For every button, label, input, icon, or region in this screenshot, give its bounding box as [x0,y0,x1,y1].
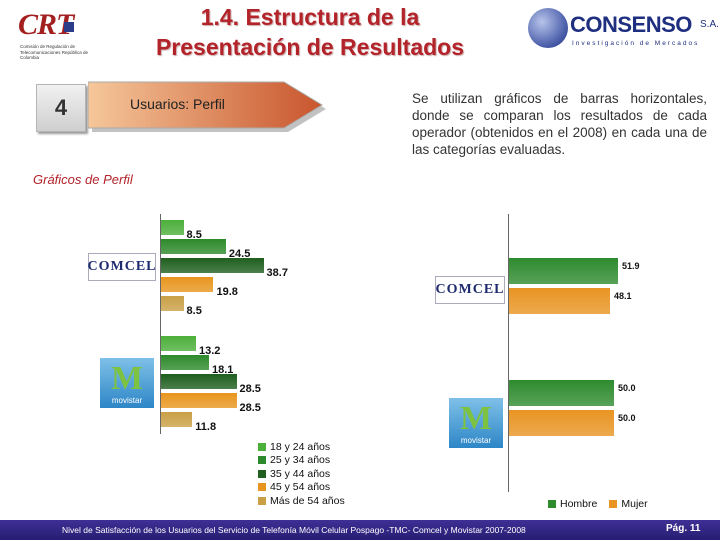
movistar-logo-left: M movistar [100,358,154,408]
gender-bar [509,258,618,284]
legend-label: Hombre [560,497,598,510]
legend-item-18-24: 18 y 24 años [258,440,345,454]
legend-item-25-34: 25 y 34 años [258,454,345,468]
legend-item-mujer: Mujer [609,497,648,511]
gender-bar [509,380,614,406]
age-bar-label: 24.5 [228,248,251,260]
comcel-logo-right: COMCEL [435,276,505,304]
legend-item-45-54: 45 y 54 años [258,481,345,495]
age-bar-label: 19.8 [216,286,238,298]
movistar-m-icon: M [110,359,144,397]
comcel-logo-left: COMCEL [88,253,156,281]
age-bar [161,393,237,408]
age-bar [161,412,193,427]
consenso-globe-icon [528,8,568,48]
page-number: Pág. 11 [666,523,701,534]
legend-label: 35 y 44 años [270,467,331,480]
crt-logo: CRT Comisión de Regulación de Telecomuni… [14,8,102,72]
age-bar [161,336,196,351]
legend-swatch [258,442,266,451]
legend-swatch [548,499,556,508]
gender-legend: Hombre Mujer [548,497,660,511]
age-bar-label: 11.8 [195,421,217,433]
page-title: 1.4. Estructura de la Presentación de Re… [110,2,510,62]
comcel-logo-text-right: COMCEL [435,282,505,297]
section-arrow [88,81,326,132]
consenso-tagline: Investigación de Mercados [572,40,700,47]
section-subtitle: Gráficos de Perfil [33,172,133,187]
legend-item-55-plus: Más de 54 años [258,494,345,508]
page-title-line1: 1.4. Estructura de la [200,4,420,30]
gender-bar-label: 50.0 [618,413,636,423]
age-bar-label: 8.5 [186,305,202,317]
legend-swatch [609,499,618,508]
gender-bar-label: 51.9 [621,261,640,271]
age-bar [161,239,226,254]
legend-item-hombre: Hombre [548,497,597,511]
age-chart-axis [160,214,161,434]
legend-swatch [258,469,266,478]
legend-item-35-44: 35 y 44 años [258,467,345,481]
legend-swatch [258,483,266,492]
gender-bar [509,288,610,314]
age-bar-label: 28.5 [239,402,261,414]
age-bar [161,296,184,311]
age-bar [161,258,264,273]
legend-label: 25 y 34 años [270,454,331,467]
age-bar-label: 38.7 [266,267,288,279]
description-text: Se utilizan gráficos de barras horizonta… [412,91,707,157]
age-bar [161,277,214,292]
footer-bar [0,520,720,540]
legend-swatch [258,496,266,505]
legend-swatch [258,456,266,465]
age-bar [161,220,184,235]
age-bar-label: 28.5 [239,383,261,395]
movistar-logo-text-left: movistar [111,395,143,405]
crt-logo-caption: Comisión de Regulación de Telecomunicaci… [20,44,89,60]
movistar-logo-text-right: movistar [460,435,492,445]
section-label: Usuarios: Perfil [130,96,225,112]
consenso-suffix: S.A. [700,19,719,30]
age-bar-label: 13.2 [198,345,221,357]
gender-chart-axis [508,214,509,492]
age-legend: 18 y 24 años 25 y 34 años 35 y 44 años 4… [258,440,345,508]
footer-text: Nivel de Satisfacción de los Usuarios de… [62,525,526,535]
legend-label: Más de 54 años [270,494,345,507]
movistar-m-icon: M [459,399,493,437]
consenso-logo: CONSENSO S.A. Investigación de Mercados [528,8,719,52]
age-bar-label: 8.5 [186,229,202,241]
consenso-name: CONSENSO [570,12,692,37]
movistar-logo-right: M movistar [449,398,503,448]
age-bar [161,355,209,370]
legend-label: Mujer [621,497,648,510]
gender-bar-label: 48.1 [614,291,632,301]
legend-label: 45 y 54 años [270,481,331,494]
crt-logo-square [64,22,74,32]
age-bar-label: 18.1 [211,364,234,376]
gender-bar-label: 50.0 [618,383,636,393]
comcel-logo-text-left: COMCEL [87,259,157,274]
gender-bar [509,410,614,436]
legend-label: 18 y 24 años [270,440,331,453]
age-bar [161,374,237,389]
section-number-box: 4 [36,84,86,132]
page-title-line2: Presentación de Resultados [155,34,465,60]
